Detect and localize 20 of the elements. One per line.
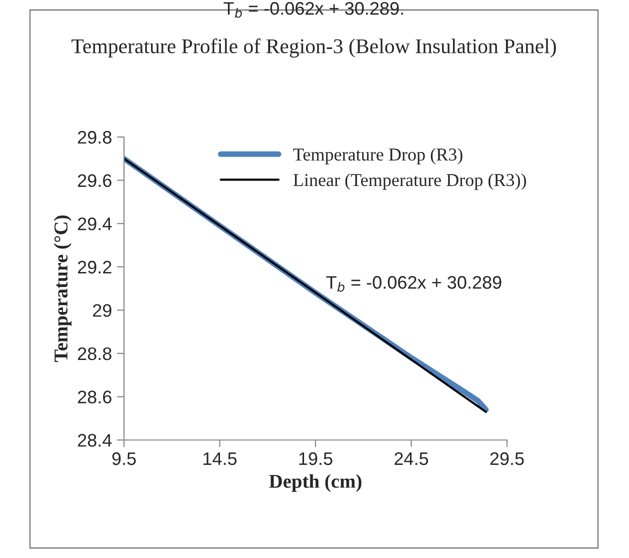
y-tick-label: 29: [93, 304, 112, 317]
y-tick-label: 28.8: [78, 347, 112, 360]
x-tick-label: 19.5: [299, 452, 332, 466]
y-tick-label: 28.4: [78, 434, 112, 447]
x-axis-title: Depth (cm): [269, 474, 362, 492]
x-tick-label: 9.5: [112, 452, 136, 466]
y-tick-label: 29.4: [78, 218, 112, 230]
y-tick-label: 29.6: [78, 174, 112, 188]
legend-label: Linear (Temperature Drop (R3)): [293, 173, 526, 190]
annotation: T$_{b}$ = -0.062x + 30.289: [326, 276, 502, 292]
x-tick-label: 29.5: [490, 452, 524, 466]
y-tick-label: 29.8: [78, 130, 112, 144]
y-axis-title: Temperature (°C): [54, 216, 72, 362]
legend-label: Temperature Drop (R3): [293, 148, 462, 164]
y-tick-label: 29.2: [78, 260, 112, 274]
text: T$_{b}$ = -0.062x + 30.289.: [224, 2, 403, 18]
x-tick-label: 24.5: [394, 452, 428, 466]
chart-title: Temperature Profile of Region-3 (Below Insulation Panel): [72, 38, 556, 58]
x-tick-label: 14.5: [204, 452, 237, 466]
y-tick-label: 28.6: [78, 390, 112, 404]
